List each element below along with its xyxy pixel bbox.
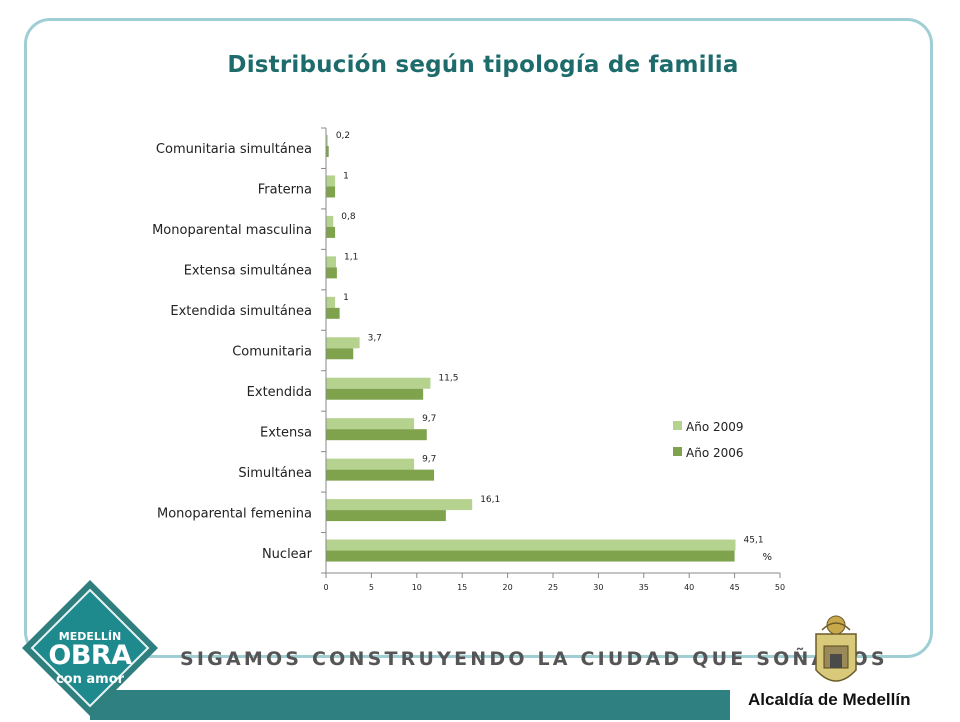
category-label-10: Nuclear: [262, 547, 313, 562]
category-label-5: Comunitaria: [232, 345, 312, 360]
x-tick-label-4: 20: [503, 583, 513, 592]
x-tick-label-6: 30: [593, 583, 603, 592]
category-label-6: Extendida: [247, 385, 312, 400]
bar-2009-3: [326, 256, 336, 268]
bar-2009-4: [326, 296, 336, 308]
x-tick-label-10: 50: [775, 583, 785, 592]
legend-label-1: Año 2006: [686, 446, 744, 460]
x-tick-label-9: 45: [730, 583, 740, 592]
bar-2006-0: [326, 146, 329, 157]
bar-2009-0: [326, 135, 328, 146]
bar-2006-3: [326, 267, 337, 279]
category-label-1: Fraterna: [258, 183, 312, 198]
bar-2009-2: [326, 215, 334, 227]
legend-label-0: Año 2009: [686, 420, 744, 434]
bar-2006-1: [326, 186, 336, 198]
data-label-0: 0,2: [336, 131, 350, 141]
bar-2009-6: [326, 377, 431, 389]
chart-title: Distribución según tipología de familia: [227, 52, 739, 78]
category-label-8: Simultánea: [238, 466, 312, 481]
footer-band: [90, 690, 730, 720]
bar-2009-7: [326, 418, 415, 430]
data-label-7: 9,7: [422, 414, 436, 424]
bar-2006-4: [326, 307, 340, 319]
legend-swatch-0: [673, 421, 682, 430]
crest-icon: [815, 615, 857, 682]
x-tick-label-0: 0: [323, 583, 328, 592]
data-label-1: 1: [343, 171, 349, 181]
logo-line-3: con amor: [55, 672, 125, 687]
bar-2006-6: [326, 388, 424, 400]
category-label-4: Extendida simultánea: [170, 304, 312, 319]
x-tick-label-1: 5: [369, 583, 374, 592]
bar-2006-8: [326, 469, 435, 481]
unit-label: %: [763, 552, 773, 563]
footer-slogan: SIGAMOS CONSTRUYENDO LA CIUDAD QUE SOÑAM…: [180, 648, 888, 670]
bar-2009-5: [326, 337, 360, 349]
category-label-0: Comunitaria simultánea: [156, 142, 312, 157]
logo-line-1: MEDELLÍN: [58, 630, 122, 643]
x-tick-label-8: 40: [684, 583, 694, 592]
bar-2006-10: [326, 550, 735, 562]
category-label-7: Extensa: [260, 425, 312, 440]
x-tick-label-3: 15: [457, 583, 467, 592]
x-tick-label-2: 10: [412, 583, 422, 592]
data-label-2: 0,8: [341, 212, 356, 222]
bar-2009-1: [326, 175, 336, 187]
bar-2009-8: [326, 458, 415, 470]
category-label-2: Monoparental masculina: [152, 223, 312, 238]
category-label-9: Monoparental femenina: [157, 506, 312, 521]
bar-2006-5: [326, 348, 354, 360]
bar-2006-2: [326, 226, 336, 238]
data-label-5: 3,7: [368, 333, 382, 343]
data-label-10: 45,1: [744, 536, 764, 546]
x-tick-label-5: 25: [548, 583, 558, 592]
bar-2006-9: [326, 510, 446, 522]
bar-2006-7: [326, 429, 427, 441]
data-label-3: 1,1: [344, 252, 358, 262]
data-label-6: 11,5: [438, 374, 458, 384]
bar-2009-9: [326, 499, 473, 511]
legend-swatch-1: [673, 447, 682, 456]
logo-line-2: OBRA: [48, 640, 132, 671]
data-label-4: 1: [343, 293, 349, 303]
data-label-8: 9,7: [422, 455, 436, 465]
category-label-3: Extensa simultánea: [184, 264, 312, 279]
data-label-9: 16,1: [480, 495, 500, 505]
institution-name: Alcaldía de Medellín: [748, 690, 911, 709]
medellin-logo: MEDELLÍN OBRA con amor: [20, 578, 160, 718]
bar-2009-10: [326, 539, 736, 551]
x-tick-label-7: 35: [639, 583, 649, 592]
